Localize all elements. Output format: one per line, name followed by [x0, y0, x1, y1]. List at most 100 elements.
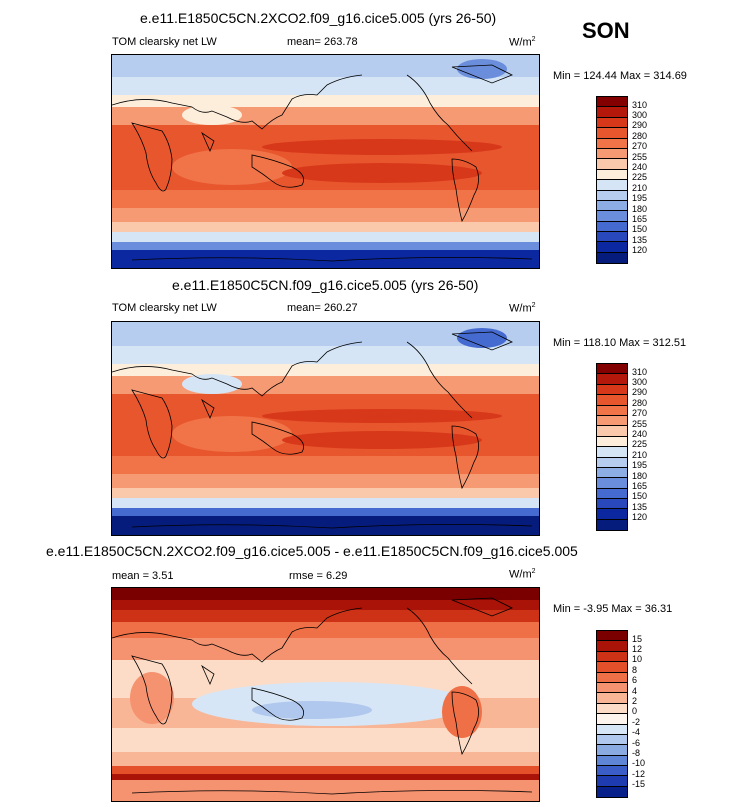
panel3-colorbar: [596, 630, 628, 798]
panel1-colorbar-tick: 280: [632, 131, 648, 141]
panel2-colorbar-swatch: [597, 478, 627, 489]
panel1-colorbar-swatch: [597, 252, 627, 264]
panel2-contour-field: [112, 322, 539, 535]
panel2-colorbar-swatch: [597, 499, 627, 510]
panel1-colorbar-swatch: [597, 148, 627, 160]
panel2-colorbar-tick: 225: [632, 439, 648, 449]
panel1-colorbar-tick: 310: [632, 100, 648, 110]
panel3-colorbar-tick: -2: [632, 717, 641, 727]
panel3-colorbar-tick: -8: [632, 748, 641, 758]
panel3-colorbar-tick: 15: [632, 634, 643, 644]
panel2-colorbar-tick: 300: [632, 377, 648, 387]
panel1-colorbar-swatch: [597, 97, 627, 108]
panel2-colorbar-tick: 150: [632, 491, 648, 501]
panel3-colorbar-swatch: [597, 672, 627, 683]
panel2-colorbar-swatch: [597, 374, 627, 385]
panel3-colorbar-swatch: [597, 734, 627, 746]
panel2-colorbar-swatch: [597, 509, 627, 520]
panel1-colorbar-swatch: [597, 180, 627, 191]
panel1-colorbar-tick: 165: [632, 214, 648, 224]
panel3-colorbar-tick: -10: [632, 758, 646, 768]
panel1-colorbar-tick: 240: [632, 162, 648, 172]
panel3-colorbar-tick: 10: [632, 654, 643, 664]
panel1-colorbar-tick: 120: [632, 245, 648, 255]
panel2-colorbar-swatch: [597, 426, 627, 437]
panel1-colorbar-swatch: [597, 159, 627, 170]
panel2-colorbar-tick: 210: [632, 450, 648, 460]
panel3-colorbar-swatch: [597, 745, 627, 756]
panel2-colorbar-tick: 135: [632, 502, 648, 512]
panel1-title: e.e11.E1850C5CN.2XCO2.f09_g16.cice5.005 …: [140, 10, 497, 26]
panel1-minmax: Min = 124.44 Max = 314.69: [553, 70, 687, 82]
panel1-variable-label: TOM clearsky net LW: [112, 36, 217, 48]
panel1-colorbar-swatch: [597, 200, 627, 212]
panel2-colorbar: [596, 363, 628, 531]
panel3-colorbar-swatch: [597, 682, 627, 694]
panel3-contour-field: [112, 588, 539, 801]
panel3-colorbar-tick: -4: [632, 727, 641, 737]
panel2-colorbar-tick: 120: [632, 512, 648, 522]
panel1-colorbar-tick: 255: [632, 152, 648, 162]
panel3-colorbar-swatch: [597, 786, 627, 798]
panel3-colorbar-swatch: [597, 703, 627, 715]
panel2-colorbar-swatch: [597, 519, 627, 531]
panel2-colorbar-tick: 195: [632, 460, 648, 470]
panel1-colorbar-tick: 290: [632, 120, 648, 130]
panel3-colorbar-tick: 8: [632, 665, 638, 675]
panel1-colorbar-tick: 180: [632, 204, 648, 214]
panel3-colorbar-swatch: [597, 714, 627, 725]
panel1-colorbar-tick: 210: [632, 183, 648, 193]
panel1-colorbar-swatch: [597, 117, 627, 129]
panel2-colorbar-swatch: [597, 395, 627, 406]
panel2-colorbar-tick: 255: [632, 419, 648, 429]
panel2-colorbar-tick: 290: [632, 387, 648, 397]
panel2-mean-label: mean= 260.27: [287, 302, 358, 314]
panel2-colorbar-swatch: [597, 405, 627, 416]
panel2-map: [111, 321, 540, 536]
panel1-colorbar-swatch: [597, 169, 627, 181]
panel2-colorbar-tick: 240: [632, 429, 648, 439]
panel2-colorbar-tick: 180: [632, 471, 648, 481]
panel3-colorbar-swatch: [597, 766, 627, 777]
panel3-mean-label: mean = 3.51: [112, 570, 174, 582]
panel3-units: W/m2: [509, 568, 536, 581]
panel2-colorbar-tick: 310: [632, 367, 648, 377]
panel1-contour-field: [112, 55, 539, 268]
panel1-colorbar-swatch: [597, 211, 627, 222]
panel2-colorbar-tick: 165: [632, 481, 648, 491]
panel1-colorbar-tick: 300: [632, 110, 648, 120]
season-label: SON: [582, 18, 630, 43]
panel1-colorbar-swatch: [597, 138, 627, 149]
panel1-colorbar: [596, 96, 628, 264]
panel3-colorbar-tick: -6: [632, 738, 641, 748]
panel3-map: [111, 587, 540, 802]
panel3-colorbar-swatch: [597, 631, 627, 642]
panel3-colorbar-tick: -15: [632, 779, 646, 789]
panel1-colorbar-tick: 225: [632, 172, 648, 182]
panel1-map: [111, 54, 540, 269]
panel1-colorbar-swatch: [597, 107, 627, 118]
panel1-units: W/m2: [509, 36, 536, 49]
panel3-colorbar-tick: 0: [632, 706, 638, 716]
panel1-colorbar-tick: 150: [632, 224, 648, 234]
panel2-colorbar-swatch: [597, 467, 627, 479]
panel2-colorbar-swatch: [597, 447, 627, 458]
panel3-minmax: Min = -3.95 Max = 36.31: [553, 603, 673, 615]
panel2-colorbar-tick: 270: [632, 408, 648, 418]
panel3-colorbar-tick: -12: [632, 769, 646, 779]
panel2-units: W/m2: [509, 302, 536, 315]
panel3-colorbar-swatch: [597, 651, 627, 663]
panel3-colorbar-swatch: [597, 776, 627, 787]
panel1-colorbar-tick: 195: [632, 193, 648, 203]
panel2-colorbar-swatch: [597, 415, 627, 427]
panel2-variable-label: TOM clearsky net LW: [112, 302, 217, 314]
panel3-colorbar-tick: 2: [632, 696, 638, 706]
panel3-colorbar-swatch: [597, 755, 627, 767]
panel1-mean-label: mean= 263.78: [287, 36, 358, 48]
panel2-colorbar-swatch: [597, 364, 627, 375]
panel1-colorbar-swatch: [597, 128, 627, 139]
panel1-colorbar-swatch: [597, 232, 627, 243]
panel3-colorbar-swatch: [597, 641, 627, 652]
panel3-colorbar-tick: 12: [632, 644, 643, 654]
panel2-title: e.e11.E1850C5CN.f09_g16.cice5.005 (yrs 2…: [172, 277, 479, 293]
